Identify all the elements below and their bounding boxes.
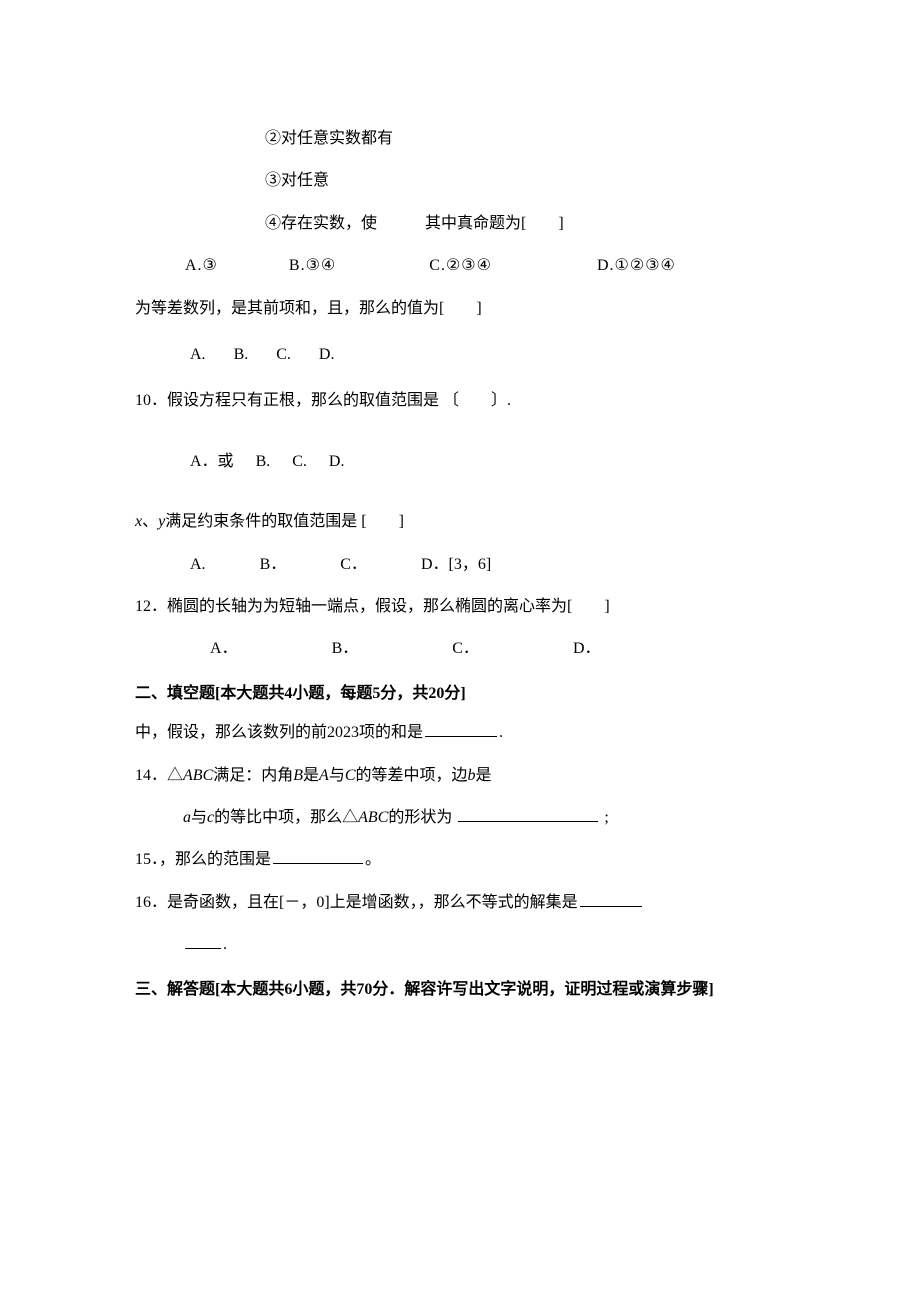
statement-4-tail: 其中真命题为[ ] <box>425 215 564 232</box>
q16-line2: . <box>135 926 785 964</box>
q14-var-a: a <box>183 809 191 826</box>
q12-opt-a: A． <box>210 640 238 657</box>
q10-opt-a: A．或 <box>190 453 234 470</box>
q14-line1: 14．△ABC满足：内角B是A与C的等差中项，边b是 <box>135 757 785 795</box>
q11-tail: 满足约束条件的取值范围是 [ ] <box>165 513 404 530</box>
q14-l2-b: 与 <box>191 809 207 826</box>
q14-line2: a与c的等比中项，那么△ABC的形状为 ; <box>135 799 785 837</box>
q14-abc2: ABC <box>358 809 388 826</box>
statement-4: ④存在实数，使 其中真命题为[ ] <box>135 205 785 243</box>
q14-e: 是 <box>303 767 319 784</box>
statement-3: ③对任意 <box>135 162 785 200</box>
statement-2: ②对任意实数都有 <box>135 120 785 158</box>
q9-opt-c: C. <box>276 346 291 363</box>
q14-B: B <box>293 767 303 784</box>
q14-l2-g: ; <box>600 809 608 826</box>
q13-blank <box>425 736 497 737</box>
q8-opt-c: C.②③④ <box>429 247 492 285</box>
section-2-header: 二、填空题[本大题共4小题，每题5分，共20分] <box>135 673 785 715</box>
q14-c: 满足：内角 <box>213 767 293 784</box>
q14-a: 14．△ <box>135 767 183 784</box>
q10-opt-b: B. <box>256 453 271 470</box>
q11-opt-c: C． <box>340 556 367 573</box>
q12-opt-d: D． <box>573 640 601 657</box>
q14-l2-d: 的等比中项，那么△ <box>214 809 358 826</box>
q8-opt-a: A.③ <box>185 247 218 285</box>
q16-blank2 <box>185 948 221 949</box>
q16-text: 16．是奇函数，且在[－，0]上是增函数，，那么不等式的解集是 <box>135 894 578 911</box>
q16-line1: 16．是奇函数，且在[－，0]上是增函数，，那么不等式的解集是 <box>135 884 785 922</box>
q15: 15．，那么的范围是 。 <box>135 841 785 879</box>
q10-opt-c: C. <box>292 453 307 470</box>
q15-blank <box>273 863 363 864</box>
q11-stem: x、y满足约束条件的取值范围是 [ ] <box>135 503 785 541</box>
q15-end: 。 <box>365 851 381 868</box>
document-body: ②对任意实数都有 ③对任意 ④存在实数，使 其中真命题为[ ] A.③ B.③④… <box>135 120 785 1010</box>
q14-g: 与 <box>329 767 345 784</box>
q8-opt-d: D.①②③④ <box>597 247 676 285</box>
q14-l2-f: 的形状为 <box>388 809 456 826</box>
q9-options: A. B. C. D. <box>135 336 785 374</box>
q14-abc: ABC <box>183 767 213 784</box>
section-3-header: 三、解答题[本大题共6小题，共70分．解容许写出文字说明，证明过程或演算步骤] <box>135 969 785 1011</box>
q12-options: A． B． C． D． <box>135 630 785 668</box>
q15-text: 15．，那么的范围是 <box>135 851 271 868</box>
q11-opt-a: A. <box>190 556 206 573</box>
q14-A: A <box>319 767 329 784</box>
q12-opt-c: C． <box>452 640 479 657</box>
q9-opt-d: D. <box>319 346 335 363</box>
q9-opt-b: B. <box>234 346 249 363</box>
q12-stem: 12．椭圆的长轴为为短轴一端点，假设，那么椭圆的离心率为[ ] <box>135 588 785 626</box>
q14-k: 是 <box>476 767 492 784</box>
q11-opt-d: D．[3，6] <box>421 556 491 573</box>
q13-end: . <box>499 724 503 741</box>
q9-stem: 为等差数列，是其前项和，且，那么的值为[ ] <box>135 290 785 328</box>
q10-options: A．或 B. C. D. <box>135 443 785 481</box>
q8-options: A.③ B.③④ C.②③④ D.①②③④ <box>135 247 785 285</box>
q11-options: A. B． C． D．[3，6] <box>135 546 785 584</box>
q11-sep: 、 <box>142 513 158 530</box>
q16-blank1 <box>580 906 642 907</box>
q12-opt-b: B． <box>332 640 359 657</box>
q13: 中，假设，那么该数列的前2023项的和是. <box>135 714 785 752</box>
q8-opt-b: B.③④ <box>289 247 336 285</box>
q9-opt-a: A. <box>190 346 206 363</box>
q14-blank <box>458 821 598 822</box>
q14-C: C <box>345 767 356 784</box>
q11-opt-b: B． <box>260 556 287 573</box>
q14-i: 的等差中项，边 <box>356 767 468 784</box>
q10-stem: 10．假设方程只有正根，那么的取值范围是 〔 〕. <box>135 382 785 420</box>
q16-end: . <box>223 936 227 953</box>
q13-text: 中，假设，那么该数列的前2023项的和是 <box>135 724 423 741</box>
statement-4-text: ④存在实数，使 <box>265 215 377 232</box>
q14-b: b <box>468 767 476 784</box>
q10-opt-d: D. <box>329 453 345 470</box>
